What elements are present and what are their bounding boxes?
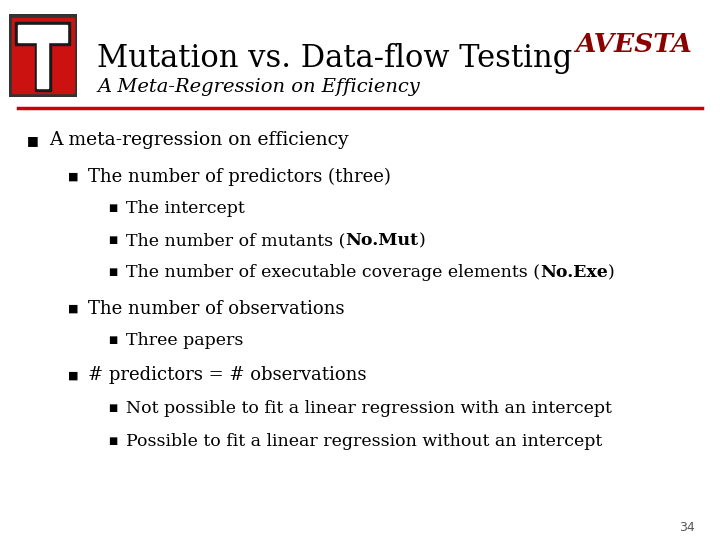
Text: The number of executable coverage elements (: The number of executable coverage elemen… (126, 264, 540, 281)
Text: A meta-regression on efficiency: A meta-regression on efficiency (49, 131, 348, 150)
Text: 34: 34 (679, 521, 695, 534)
Text: ■: ■ (108, 205, 117, 213)
Text: ■: ■ (108, 237, 117, 245)
Text: AVESTA: AVESTA (575, 32, 692, 57)
Text: ■: ■ (108, 336, 117, 345)
Text: ■: ■ (108, 268, 117, 277)
Text: ■: ■ (68, 172, 79, 182)
Text: The number of mutants (: The number of mutants ( (126, 232, 346, 249)
Text: ): ) (608, 264, 615, 281)
Bar (37, 38, 48, 88)
Text: ): ) (418, 232, 426, 249)
Text: ■: ■ (68, 370, 79, 380)
Text: ■: ■ (108, 437, 117, 445)
Text: Mutation vs. Data-flow Testing: Mutation vs. Data-flow Testing (97, 43, 572, 74)
Text: # predictors = # observations: # predictors = # observations (88, 366, 366, 384)
Text: Three papers: Three papers (126, 332, 243, 349)
Text: ■: ■ (68, 304, 79, 314)
Text: No.Mut: No.Mut (346, 232, 418, 249)
Bar (35, 40, 51, 91)
Text: ■: ■ (108, 404, 117, 413)
Text: Not possible to fit a linear regression with an intercept: Not possible to fit a linear regression … (126, 400, 612, 417)
Bar (18, 25, 68, 42)
Text: The number of predictors (three): The number of predictors (three) (88, 168, 391, 186)
Text: No.Exe: No.Exe (540, 264, 608, 281)
Text: ■: ■ (27, 134, 39, 147)
Text: The number of observations: The number of observations (88, 300, 344, 318)
Bar (16, 22, 71, 45)
Text: The intercept: The intercept (126, 200, 245, 218)
Text: Possible to fit a linear regression without an intercept: Possible to fit a linear regression with… (126, 433, 602, 450)
Text: A Meta-Regression on Efficiency: A Meta-Regression on Efficiency (97, 78, 420, 96)
